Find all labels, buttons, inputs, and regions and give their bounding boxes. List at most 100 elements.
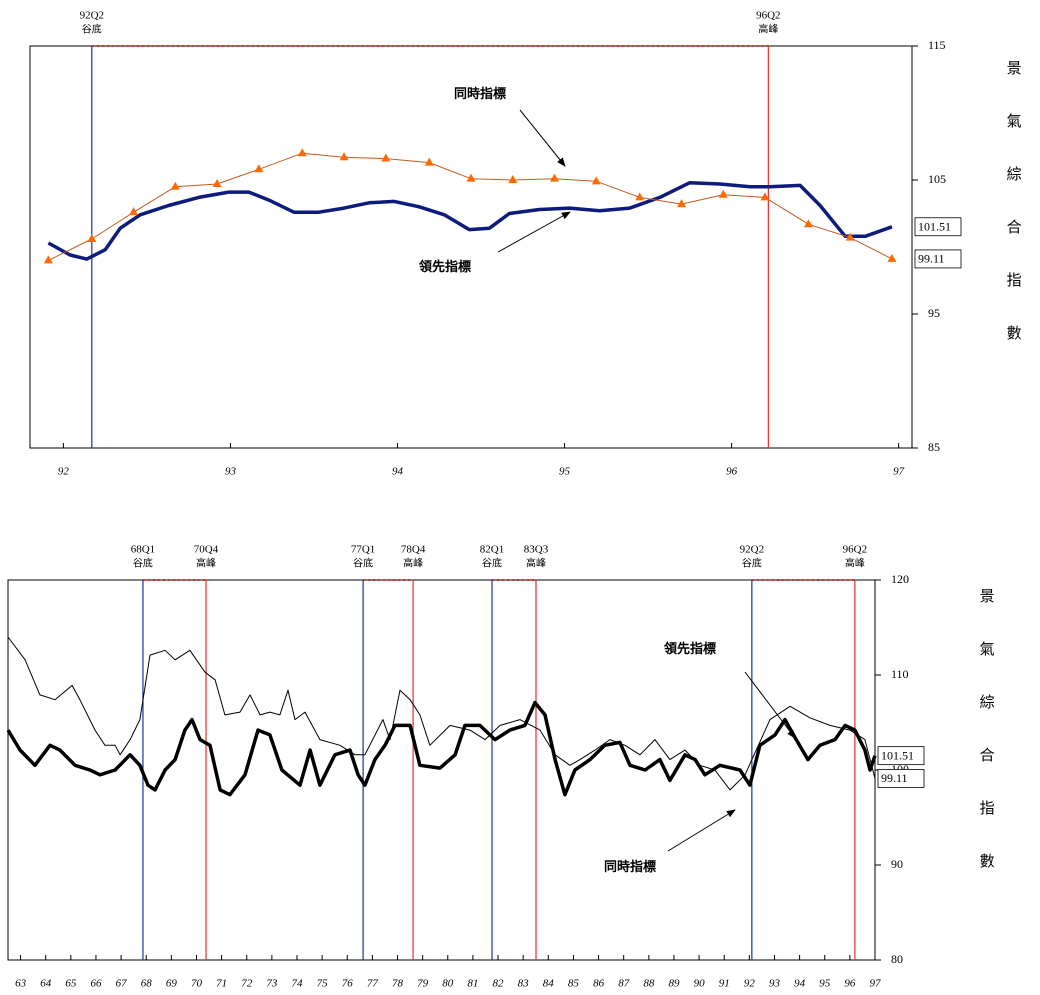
x-tick-label: 87 (618, 978, 630, 990)
point-marker (297, 148, 307, 157)
cycle-label: 96Q2 (756, 10, 780, 22)
x-tick-label: 78 (392, 978, 404, 990)
x-tick-label: 64 (40, 978, 52, 990)
series-name: 同時指標 (454, 86, 506, 101)
x-tick-label: 79 (417, 978, 429, 990)
point-marker (550, 173, 560, 182)
end-value-box (877, 746, 925, 766)
x-tick-label: 95 (559, 466, 571, 478)
cycle-note: 高峰 (845, 556, 865, 569)
series-arrow (744, 671, 796, 739)
series-line (6, 700, 877, 797)
x-tick-label: 86 (593, 978, 605, 990)
series-arrow (667, 809, 736, 852)
x-tick-label: 81 (467, 978, 478, 990)
cycle-label: 68Q1 (131, 544, 155, 556)
x-tick-label: 97 (870, 978, 882, 990)
x-tick-label: 90 (694, 978, 706, 990)
plot-frame (7, 579, 876, 961)
x-tick-label: 92 (58, 466, 70, 478)
point-marker (635, 192, 645, 201)
x-tick-label: 91 (719, 978, 730, 990)
y-tick-label: 95 (928, 306, 940, 320)
x-tick-label: 67 (116, 978, 128, 990)
x-tick-label: 77 (367, 978, 379, 990)
x-tick-label: 65 (65, 978, 77, 990)
point-marker (43, 255, 53, 264)
x-tick-label: 94 (392, 466, 404, 478)
y-tick-label: 80 (891, 952, 903, 966)
point-marker (508, 175, 518, 183)
x-tick-label: 96 (726, 466, 738, 478)
point-marker (129, 207, 139, 216)
x-tick-label: 93 (225, 466, 237, 478)
y-axis-title: 景氣綜合指數 (1005, 60, 1022, 378)
cycle-label: 92Q2 (740, 544, 764, 556)
end-value-label: 99.11 (881, 771, 908, 785)
point-marker (466, 173, 476, 182)
series-name: 領先指標 (664, 641, 716, 656)
point-marker (87, 233, 97, 242)
cycle-label: 77Q1 (351, 544, 375, 556)
x-tick-label: 70 (191, 978, 203, 990)
cycle-note: 谷底 (353, 556, 373, 569)
x-tick-label: 96 (844, 978, 856, 990)
series-arrow (519, 109, 566, 167)
x-tick-label: 85 (568, 978, 580, 990)
x-tick-label: 93 (769, 978, 781, 990)
point-marker (381, 153, 391, 162)
x-tick-label: 75 (317, 978, 329, 990)
cycle-label: 78Q4 (401, 544, 426, 556)
series-name: 同時指標 (604, 859, 656, 874)
cycle-note: 高峰 (403, 556, 423, 569)
plot-frame (29, 45, 913, 449)
cycle-note: 谷底 (482, 556, 502, 569)
end-value-label: 101.51 (881, 748, 914, 762)
end-value-label: 99.11 (918, 252, 945, 266)
cycle-note: 谷底 (742, 556, 762, 569)
point-marker (339, 152, 349, 161)
series-arrow (497, 211, 571, 253)
x-tick-label: 76 (342, 978, 354, 990)
x-tick-label: 68 (141, 978, 153, 990)
x-tick-label: 89 (668, 978, 680, 990)
end-value-box (914, 217, 962, 237)
y-tick-label: 90 (891, 857, 903, 871)
cycle-label: 92Q2 (80, 10, 104, 22)
x-tick-label: 95 (819, 978, 831, 990)
cycle-label: 82Q1 (480, 544, 504, 556)
point-marker (803, 219, 813, 228)
x-tick-label: 69 (166, 978, 178, 990)
y-axis-title: 景氣綜合指數 (978, 588, 995, 906)
x-tick-label: 92 (744, 978, 756, 990)
x-tick-label: 82 (493, 978, 505, 990)
cycle-label: 70Q4 (194, 544, 219, 556)
cycle-note: 谷底 (133, 556, 153, 569)
x-tick-label: 84 (543, 978, 555, 990)
cycle-note: 谷底 (82, 22, 102, 35)
x-tick-label: 88 (643, 978, 655, 990)
x-tick-label: 72 (241, 978, 253, 990)
series-line (47, 180, 893, 261)
x-tick-label: 71 (216, 978, 227, 990)
point-marker (170, 181, 180, 190)
x-tick-label: 63 (15, 978, 27, 990)
y-tick-label: 120 (891, 572, 909, 586)
point-marker (676, 199, 686, 208)
point-marker (424, 157, 434, 166)
x-tick-label: 83 (518, 978, 530, 990)
x-tick-label: 66 (90, 978, 102, 990)
point-marker (254, 164, 264, 173)
point-marker (887, 253, 897, 262)
cycle-label: 83Q3 (524, 544, 549, 556)
y-tick-label: 115 (928, 38, 946, 52)
series-name: 領先指標 (419, 259, 471, 274)
point-marker (212, 179, 222, 188)
end-value-box (914, 249, 962, 269)
series-line (48, 152, 893, 261)
point-marker (845, 232, 855, 241)
y-tick-label: 85 (928, 440, 940, 454)
